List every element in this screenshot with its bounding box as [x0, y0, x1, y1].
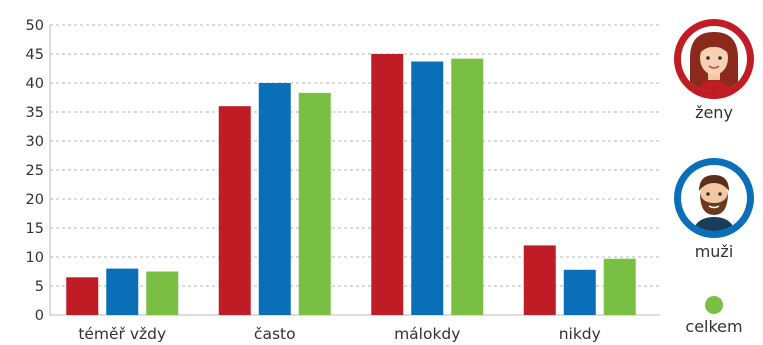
x-category-label: málokdy	[394, 325, 460, 343]
grid-lines	[50, 24, 660, 287]
woman-avatar-icon	[674, 19, 754, 99]
legend-item-total: celkem	[665, 295, 763, 336]
y-tick-label: 30	[26, 134, 44, 150]
y-tick-label: 5	[35, 279, 44, 295]
y-tick-label: 35	[26, 105, 44, 121]
bar	[603, 258, 636, 315]
legend-label-total: celkem	[685, 317, 743, 336]
bar-chart: 0 5 10 15 20 25 30 35 40 45 50 téměř vždy často málo…	[26, 18, 660, 343]
y-tick-label: 50	[26, 18, 44, 34]
x-category-label: téměř vždy	[78, 325, 166, 343]
y-tick-label: 45	[26, 47, 44, 63]
bar	[298, 92, 331, 315]
bar	[66, 277, 99, 315]
legend-item-women: ženy	[665, 18, 763, 122]
y-tick-label: 20	[26, 192, 44, 208]
bar	[146, 271, 179, 315]
bar	[451, 58, 484, 315]
man-avatar-icon	[674, 158, 754, 238]
y-axis-ticks: 0 5 10 15 20 25 30 35 40 45 50	[26, 18, 44, 324]
x-category-label: nikdy	[559, 325, 601, 343]
y-tick-label: 10	[26, 250, 44, 266]
bar	[371, 54, 404, 315]
y-tick-label: 15	[26, 221, 44, 237]
y-tick-label: 25	[26, 163, 44, 179]
y-tick-label: 0	[35, 308, 44, 324]
legend: ženy muži celkem	[665, 0, 763, 345]
bar	[106, 268, 139, 315]
bar	[523, 245, 556, 315]
legend-label-women: ženy	[695, 103, 733, 122]
y-tick-label: 40	[26, 76, 44, 92]
green-dot-icon	[705, 296, 723, 314]
bar	[218, 106, 251, 315]
bar	[411, 61, 444, 315]
bars	[66, 54, 636, 315]
x-category-label: často	[254, 325, 296, 343]
legend-item-men: muži	[665, 157, 763, 261]
bar	[258, 83, 291, 315]
x-axis-categories: téměř vždy často málokdy nikdy	[78, 325, 601, 343]
bar	[563, 269, 596, 315]
legend-label-men: muži	[694, 242, 734, 261]
